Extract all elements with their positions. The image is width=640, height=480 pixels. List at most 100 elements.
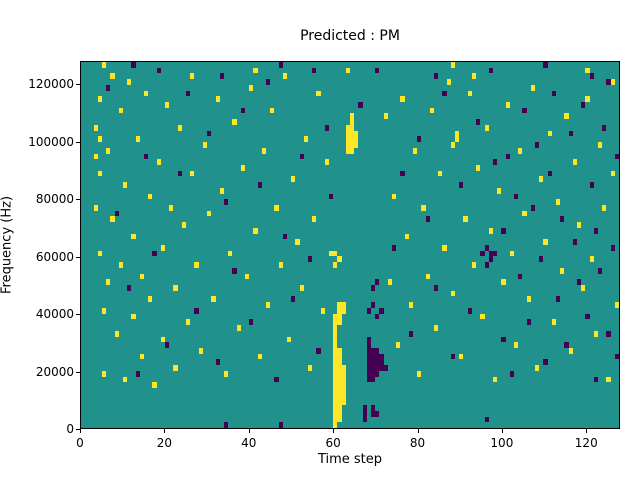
heatmap-cell — [345, 142, 350, 148]
heatmap-cell — [354, 136, 359, 143]
heatmap-cell — [341, 399, 346, 406]
heatmap-cell — [261, 147, 266, 154]
heatmap-cell — [186, 90, 191, 97]
heatmap-cell — [207, 130, 212, 137]
heatmap-cell — [362, 405, 367, 411]
heatmap-cell — [341, 393, 346, 400]
heatmap-cell — [333, 405, 338, 411]
heatmap-cell — [564, 342, 569, 348]
heatmap-cell — [375, 279, 380, 286]
heatmap-cell — [350, 124, 355, 131]
heatmap-cell — [265, 302, 271, 308]
heatmap-cell — [480, 313, 485, 320]
heatmap-cell — [333, 365, 338, 371]
heatmap-cell — [379, 353, 384, 360]
x-axis-label: Time step — [317, 452, 383, 467]
heatmap-cell — [383, 365, 388, 371]
heatmap-cell — [371, 347, 376, 354]
heatmap-cell — [484, 416, 489, 423]
x-tick-mark — [333, 429, 335, 433]
heatmap-cell — [366, 307, 372, 314]
heatmap-cell — [488, 250, 493, 257]
heatmap-cell — [265, 79, 271, 85]
heatmap-cell — [534, 365, 540, 371]
heatmap-cell — [408, 302, 414, 308]
heatmap-cell — [131, 313, 136, 320]
heatmap-cell — [505, 102, 510, 108]
heatmap-cell — [93, 124, 98, 131]
heatmap-cell — [602, 204, 607, 211]
heatmap-cell — [459, 353, 464, 360]
heatmap-cell — [555, 199, 561, 205]
x-tick-mark — [501, 429, 503, 433]
heatmap-cell — [585, 67, 590, 74]
heatmap-cell — [383, 113, 388, 120]
heatmap-cell — [270, 107, 275, 114]
heatmap-cell — [337, 365, 342, 371]
y-tick-label: 120000 — [28, 77, 74, 91]
heatmap-cell — [333, 376, 338, 383]
heatmap-cell — [253, 227, 258, 234]
heatmap-cell — [333, 342, 338, 348]
heatmap-cell — [589, 256, 594, 263]
heatmap-cell — [539, 256, 544, 263]
heatmap-cell — [438, 170, 443, 177]
heatmap-cell — [371, 376, 376, 383]
heatmap-cell — [450, 353, 456, 360]
heatmap-cell — [177, 170, 182, 177]
heatmap-cell — [232, 119, 237, 125]
heatmap-cell — [156, 67, 161, 74]
heatmap-cell — [501, 227, 506, 234]
heatmap-cell — [463, 216, 468, 223]
heatmap-cell — [606, 376, 611, 383]
heatmap-cell — [539, 176, 544, 183]
x-tick-mark — [586, 429, 588, 433]
heatmap-cell — [522, 210, 527, 217]
heatmap-cell — [379, 307, 384, 314]
heatmap-cell — [345, 67, 350, 74]
heatmap-cell — [396, 342, 401, 348]
heatmap-cell — [476, 164, 481, 171]
heatmap-cell — [526, 319, 531, 326]
heatmap-cell — [333, 399, 338, 406]
heatmap-cell — [425, 273, 430, 280]
heatmap-cell — [190, 73, 195, 80]
heatmap-cell — [152, 382, 157, 388]
heatmap-cell — [333, 336, 338, 343]
heatmap-cell — [177, 124, 182, 131]
heatmap-cell — [488, 256, 493, 263]
heatmap-cell — [371, 365, 376, 371]
heatmap-cell — [257, 353, 262, 360]
heatmap-cell — [274, 204, 279, 211]
heatmap-cell — [484, 245, 489, 251]
heatmap-cell — [476, 119, 481, 125]
heatmap-cell — [312, 216, 317, 223]
heatmap-cell — [413, 147, 418, 154]
heatmap-cell — [585, 96, 590, 103]
heatmap-cell — [291, 176, 296, 183]
heatmap-cell — [434, 325, 439, 331]
heatmap-cell — [202, 142, 208, 148]
heatmap-cell — [555, 296, 561, 303]
heatmap-cell — [337, 302, 342, 308]
heatmap-cell — [547, 130, 552, 137]
heatmap-cell — [606, 79, 611, 85]
heatmap-cell — [501, 336, 506, 343]
heatmap-cell — [450, 62, 456, 68]
heatmap-cell — [366, 370, 372, 377]
heatmap-cell — [240, 107, 245, 114]
heatmap-cell — [93, 153, 98, 160]
heatmap-cell — [337, 382, 342, 388]
heatmap-cell — [194, 307, 199, 314]
heatmap-cell — [144, 90, 149, 97]
heatmap-cell — [467, 307, 472, 314]
heatmap-cell — [278, 62, 283, 68]
heatmap-cell — [118, 107, 124, 114]
heatmap-cell — [375, 370, 380, 377]
heatmap-cell — [354, 130, 359, 137]
heatmap-cell — [337, 319, 342, 326]
heatmap-cell — [114, 330, 119, 337]
heatmap-cell — [102, 307, 107, 314]
heatmap-cell — [337, 410, 342, 417]
